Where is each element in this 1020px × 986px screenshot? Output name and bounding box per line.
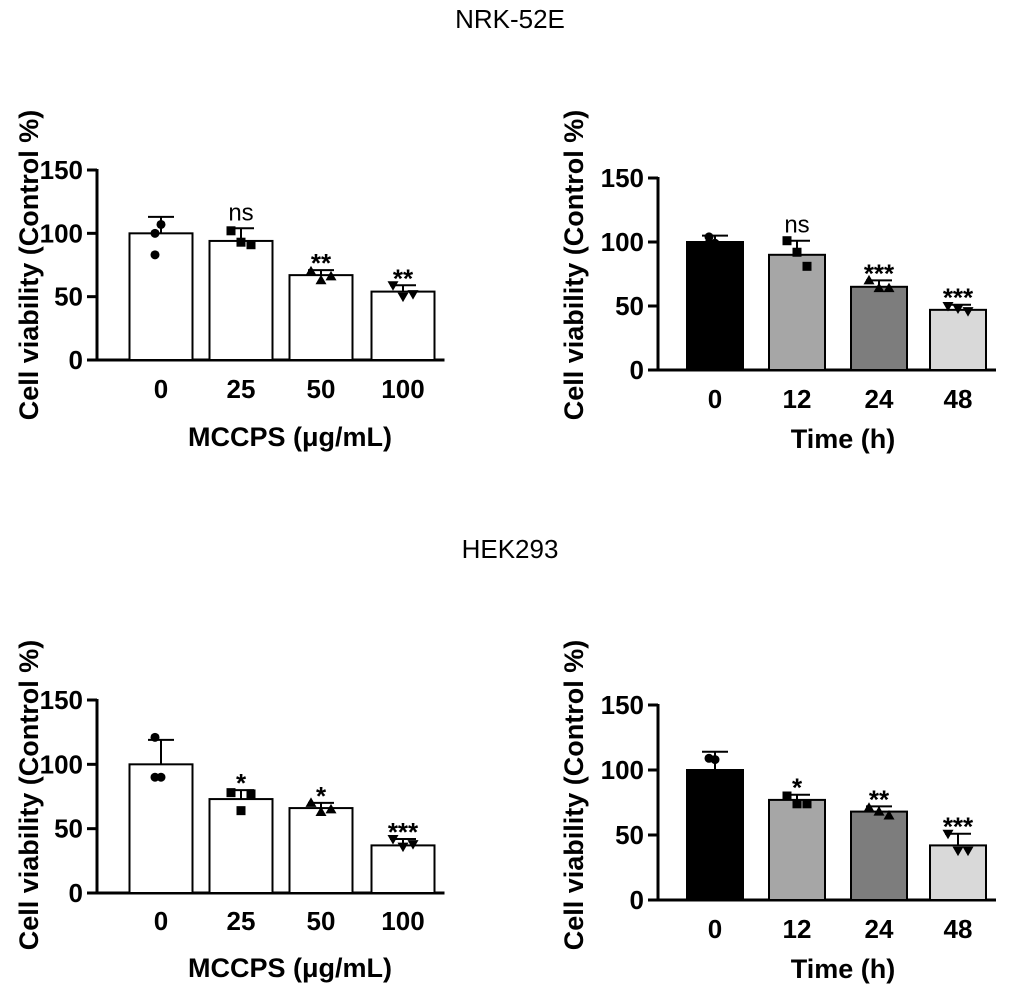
data-point <box>803 262 812 271</box>
x-tick-label: 100 <box>381 906 424 936</box>
bar <box>130 233 193 360</box>
bar <box>372 845 435 893</box>
data-point <box>711 755 720 764</box>
x-axis-label: MCCPS (μg/mL) <box>188 953 392 983</box>
x-tick-label: 25 <box>227 374 256 404</box>
data-point <box>151 733 160 742</box>
y-tick-label: 50 <box>54 814 83 844</box>
chart-panel-2: 0 50 100 150 Cell viability (Control %) Time … <box>559 110 996 454</box>
chart-panel-4: 0 50 100 150 Cell viability (Control %) Time … <box>559 640 996 984</box>
y-tick-label: 150 <box>40 155 83 185</box>
x-tick-label: 0 <box>708 384 722 414</box>
y-tick-label: 100 <box>40 749 83 779</box>
x-axis-label: Time (h) <box>791 954 896 984</box>
significance-label: * <box>236 768 247 798</box>
data-point <box>237 806 246 815</box>
x-tick-label: 100 <box>381 374 424 404</box>
data-point <box>247 789 256 798</box>
section-title-hek293: HEK293 <box>462 534 559 564</box>
bar <box>130 764 193 893</box>
x-tick-label: 0 <box>154 374 168 404</box>
x-tick-label: 50 <box>307 374 336 404</box>
y-tick-label: 0 <box>630 885 644 915</box>
data-point <box>803 799 812 808</box>
significance-label: *** <box>943 283 974 313</box>
x-tick-label: 0 <box>708 914 722 944</box>
bar <box>851 287 907 370</box>
y-tick-label: 150 <box>601 690 644 720</box>
significance-label: ns <box>784 212 809 239</box>
data-point <box>151 250 160 259</box>
bar <box>290 808 353 893</box>
y-axis-label: Cell viability (Control %) <box>559 640 589 951</box>
bar <box>930 310 986 370</box>
x-tick-label: 24 <box>865 914 894 944</box>
significance-label: * <box>316 781 327 811</box>
x-tick-label: 12 <box>783 914 812 944</box>
y-tick-label: 50 <box>615 820 644 850</box>
data-point <box>151 229 160 238</box>
y-axis-label: Cell viability (Control %) <box>14 640 44 951</box>
x-axis-label: MCCPS (μg/mL) <box>188 422 392 452</box>
y-tick-label: 0 <box>69 345 83 375</box>
y-tick-label: 100 <box>601 227 644 257</box>
x-tick-label: 48 <box>944 384 973 414</box>
bar <box>210 241 273 360</box>
x-tick-label: 50 <box>307 906 336 936</box>
y-tick-label: 0 <box>630 355 644 385</box>
x-tick-label: 25 <box>227 906 256 936</box>
significance-label: ** <box>869 784 890 814</box>
y-tick-label: 0 <box>69 878 83 908</box>
bar <box>687 770 743 900</box>
data-point <box>227 788 236 797</box>
x-tick-label: 12 <box>783 384 812 414</box>
x-tick-label: 24 <box>865 384 894 414</box>
y-axis-label: Cell viability (Control %) <box>559 110 589 421</box>
y-tick-label: 50 <box>615 291 644 321</box>
significance-label: ns <box>228 199 253 226</box>
data-point <box>157 220 166 229</box>
data-point <box>227 226 236 235</box>
bar <box>769 255 825 370</box>
data-point <box>151 773 160 782</box>
significance-label: *** <box>388 817 419 847</box>
y-tick-label: 100 <box>601 755 644 785</box>
y-tick-label: 150 <box>601 163 644 193</box>
data-point <box>793 248 802 257</box>
bar <box>769 800 825 900</box>
data-point <box>237 238 246 247</box>
data-point <box>705 239 714 248</box>
significance-label: ** <box>311 248 332 278</box>
significance-label: *** <box>943 812 974 842</box>
bar <box>851 812 907 900</box>
y-axis-label: Cell viability (Control %) <box>14 110 44 421</box>
section-title-nrk52e: NRK-52E <box>455 4 565 34</box>
data-point <box>705 773 714 782</box>
significance-label: *** <box>864 258 895 288</box>
figure-canvas: NRK-52E HEK293 050100150Cell viability (… <box>0 0 1020 986</box>
y-tick-label: 50 <box>54 282 83 312</box>
x-tick-label: 48 <box>944 914 973 944</box>
y-tick-label: 100 <box>40 218 83 248</box>
bar <box>290 275 353 360</box>
data-point <box>247 240 256 249</box>
y-tick-label: 150 <box>40 685 83 715</box>
significance-label: * <box>792 773 803 803</box>
x-tick-label: 0 <box>154 906 168 936</box>
significance-label: ** <box>393 263 414 293</box>
bar <box>687 242 743 370</box>
x-axis-label: Time (h) <box>791 424 896 454</box>
data-point <box>783 792 792 801</box>
